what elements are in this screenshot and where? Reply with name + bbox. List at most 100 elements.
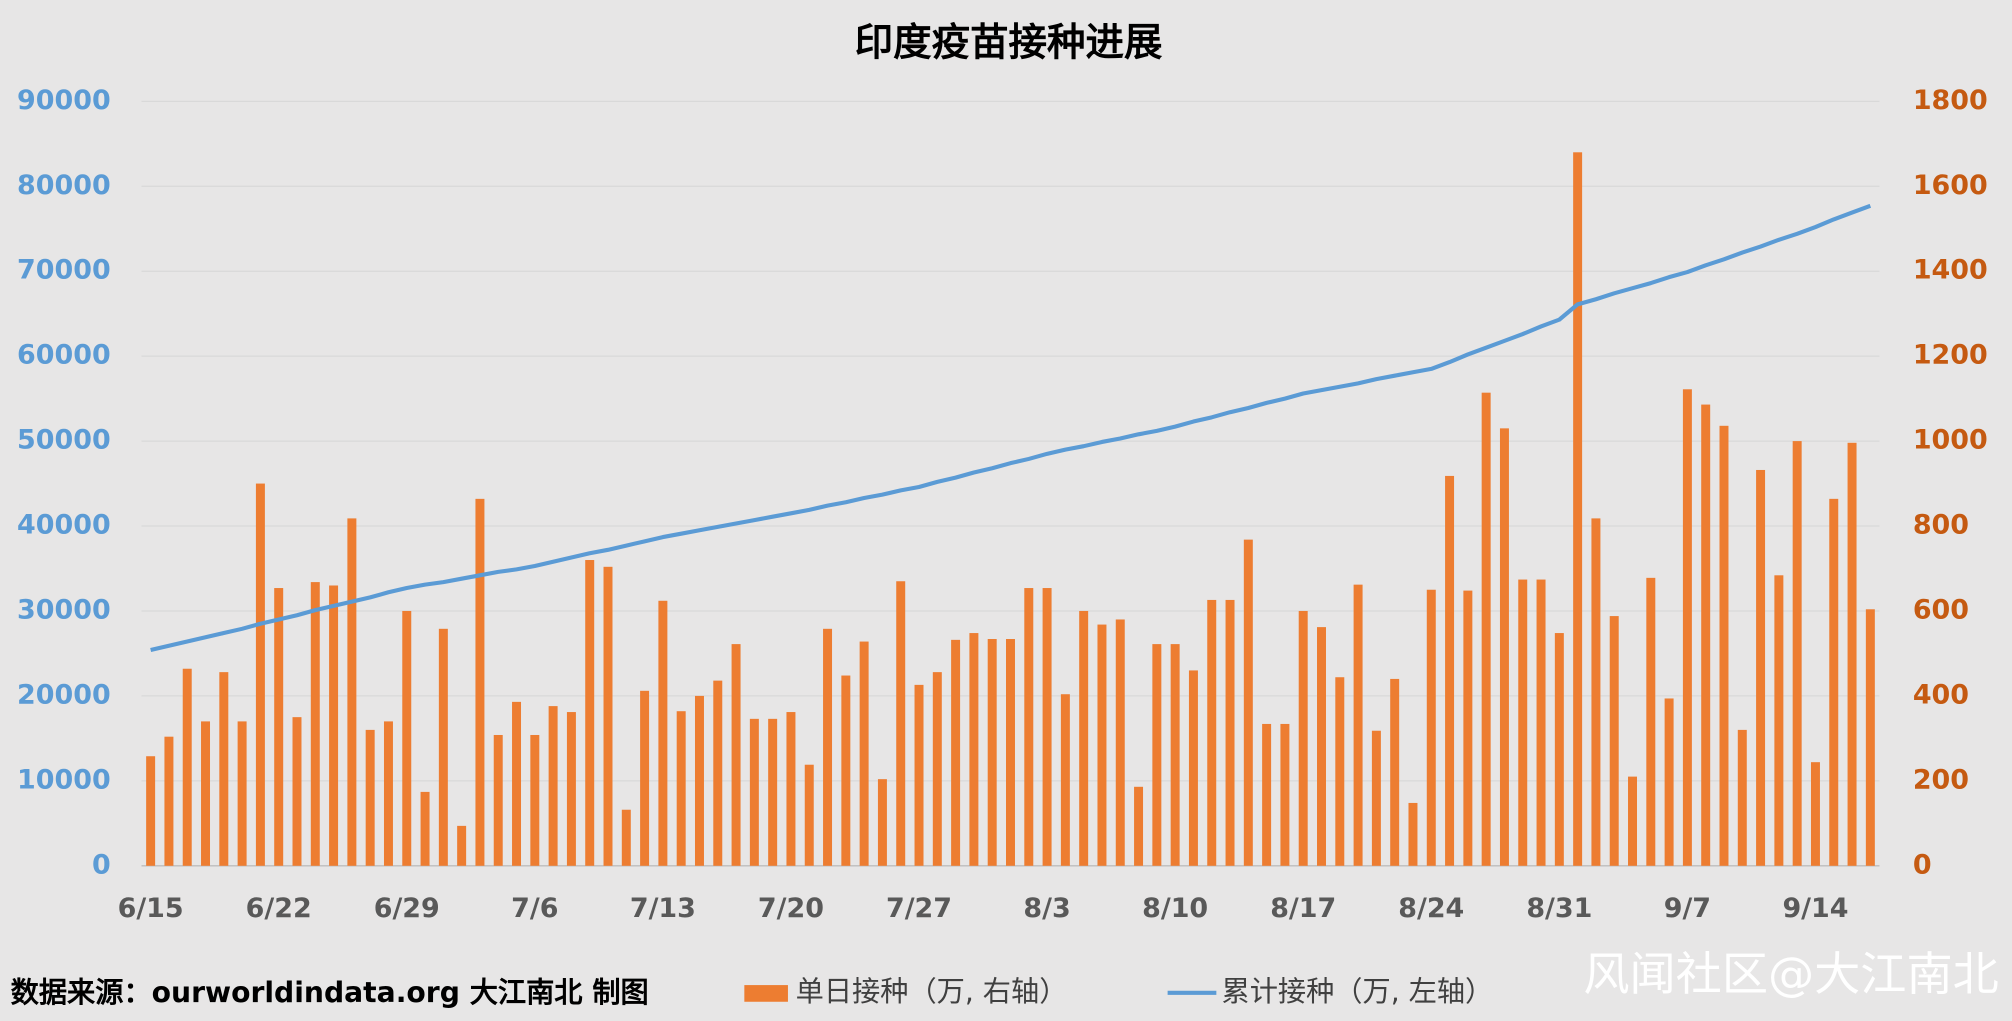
bar — [237, 721, 247, 866]
bar — [1756, 469, 1766, 866]
bar — [1792, 441, 1802, 866]
x-tick-label: 7/27 — [886, 893, 952, 924]
bar — [1335, 677, 1345, 866]
bar — [768, 718, 778, 866]
bar — [1865, 609, 1875, 866]
y-tick-label: 0 — [92, 849, 111, 880]
bar — [182, 668, 192, 866]
bar — [146, 756, 156, 866]
bar — [438, 628, 448, 866]
bar — [1225, 599, 1235, 866]
bar — [1006, 639, 1015, 866]
bar — [676, 711, 686, 866]
bar — [969, 633, 979, 866]
bar — [585, 560, 595, 866]
y2-tick-label: 1600 — [1913, 170, 1988, 201]
bar — [877, 779, 887, 866]
bar — [1701, 404, 1711, 866]
y-tick-label: 70000 — [17, 255, 111, 286]
bar — [1097, 624, 1107, 866]
legend-swatch — [744, 985, 788, 1002]
bar — [201, 721, 211, 866]
bar — [1536, 579, 1546, 866]
bar — [1591, 518, 1601, 866]
bar — [731, 644, 741, 866]
bar — [347, 518, 357, 866]
bar — [402, 610, 412, 866]
bar — [310, 582, 320, 866]
bar — [475, 498, 485, 866]
bar — [603, 566, 613, 866]
y-tick-label: 20000 — [17, 679, 111, 710]
bar — [1042, 588, 1052, 866]
bar — [329, 585, 339, 866]
bar — [1152, 644, 1162, 866]
y-tick-label: 10000 — [17, 764, 111, 795]
y2-tick-label: 1000 — [1913, 425, 1988, 456]
bar — [1188, 670, 1198, 866]
bar — [1371, 730, 1381, 866]
x-tick-label: 8/24 — [1398, 893, 1464, 924]
bar — [1737, 729, 1747, 866]
bar — [219, 672, 229, 866]
bar — [987, 639, 997, 866]
bar — [951, 639, 961, 866]
bar — [1353, 584, 1363, 866]
bar — [1445, 475, 1455, 866]
watermark: 风闻社区@大江南北 — [1583, 947, 1998, 1001]
x-tick-label: 8/3 — [1023, 893, 1070, 924]
bar — [749, 718, 759, 866]
bar — [621, 809, 631, 866]
bar — [566, 712, 576, 866]
y-tick-label: 90000 — [17, 85, 111, 116]
bar — [1463, 590, 1473, 866]
bar — [1408, 802, 1418, 866]
bar — [1170, 644, 1180, 866]
chart-title: 印度疫苗接种进展 — [855, 20, 1163, 65]
x-tick-label: 9/7 — [1664, 893, 1711, 924]
x-tick-label: 8/10 — [1142, 893, 1208, 924]
legend-label: 累计接种（万, 左轴） — [1221, 975, 1493, 1008]
bar — [823, 628, 833, 866]
bar — [1481, 392, 1491, 866]
y2-tick-label: 1200 — [1913, 340, 1988, 371]
y-tick-label: 40000 — [17, 510, 111, 541]
bar — [1060, 694, 1070, 866]
y2-tick-label: 800 — [1913, 510, 1969, 541]
x-tick-label: 7/13 — [630, 893, 696, 924]
y-tick-label: 50000 — [17, 425, 111, 456]
bar — [1646, 577, 1656, 866]
bar — [292, 717, 302, 866]
bar — [1426, 589, 1436, 866]
bar — [1628, 776, 1638, 866]
bar — [1298, 610, 1308, 866]
bar — [1317, 627, 1326, 866]
bar — [1518, 579, 1528, 866]
bar — [512, 701, 522, 866]
line — [150, 203, 1872, 653]
bar — [255, 483, 265, 866]
bar — [493, 734, 503, 866]
bar — [365, 729, 375, 866]
bar — [1682, 389, 1692, 866]
bar — [164, 736, 174, 866]
bar — [804, 764, 814, 866]
y2-tick-label: 200 — [1913, 764, 1969, 795]
source-note: 数据来源：ourworldindata.org 大江南北 制图 — [11, 976, 649, 1009]
bar — [1573, 152, 1583, 866]
bar — [896, 581, 906, 866]
bar — [274, 588, 284, 866]
y-tick-label: 30000 — [17, 594, 111, 625]
y2-tick-label: 0 — [1913, 849, 1932, 880]
y2-tick-label: 1800 — [1913, 85, 1988, 116]
bar — [932, 672, 942, 866]
bar — [457, 825, 467, 866]
y2-tick-label: 600 — [1913, 594, 1969, 625]
x-tick-label: 8/17 — [1270, 893, 1336, 924]
bar — [658, 600, 668, 866]
bar — [1829, 498, 1839, 866]
x-tick-label: 7/20 — [758, 893, 824, 924]
bar — [1390, 678, 1400, 866]
bar — [786, 712, 796, 866]
